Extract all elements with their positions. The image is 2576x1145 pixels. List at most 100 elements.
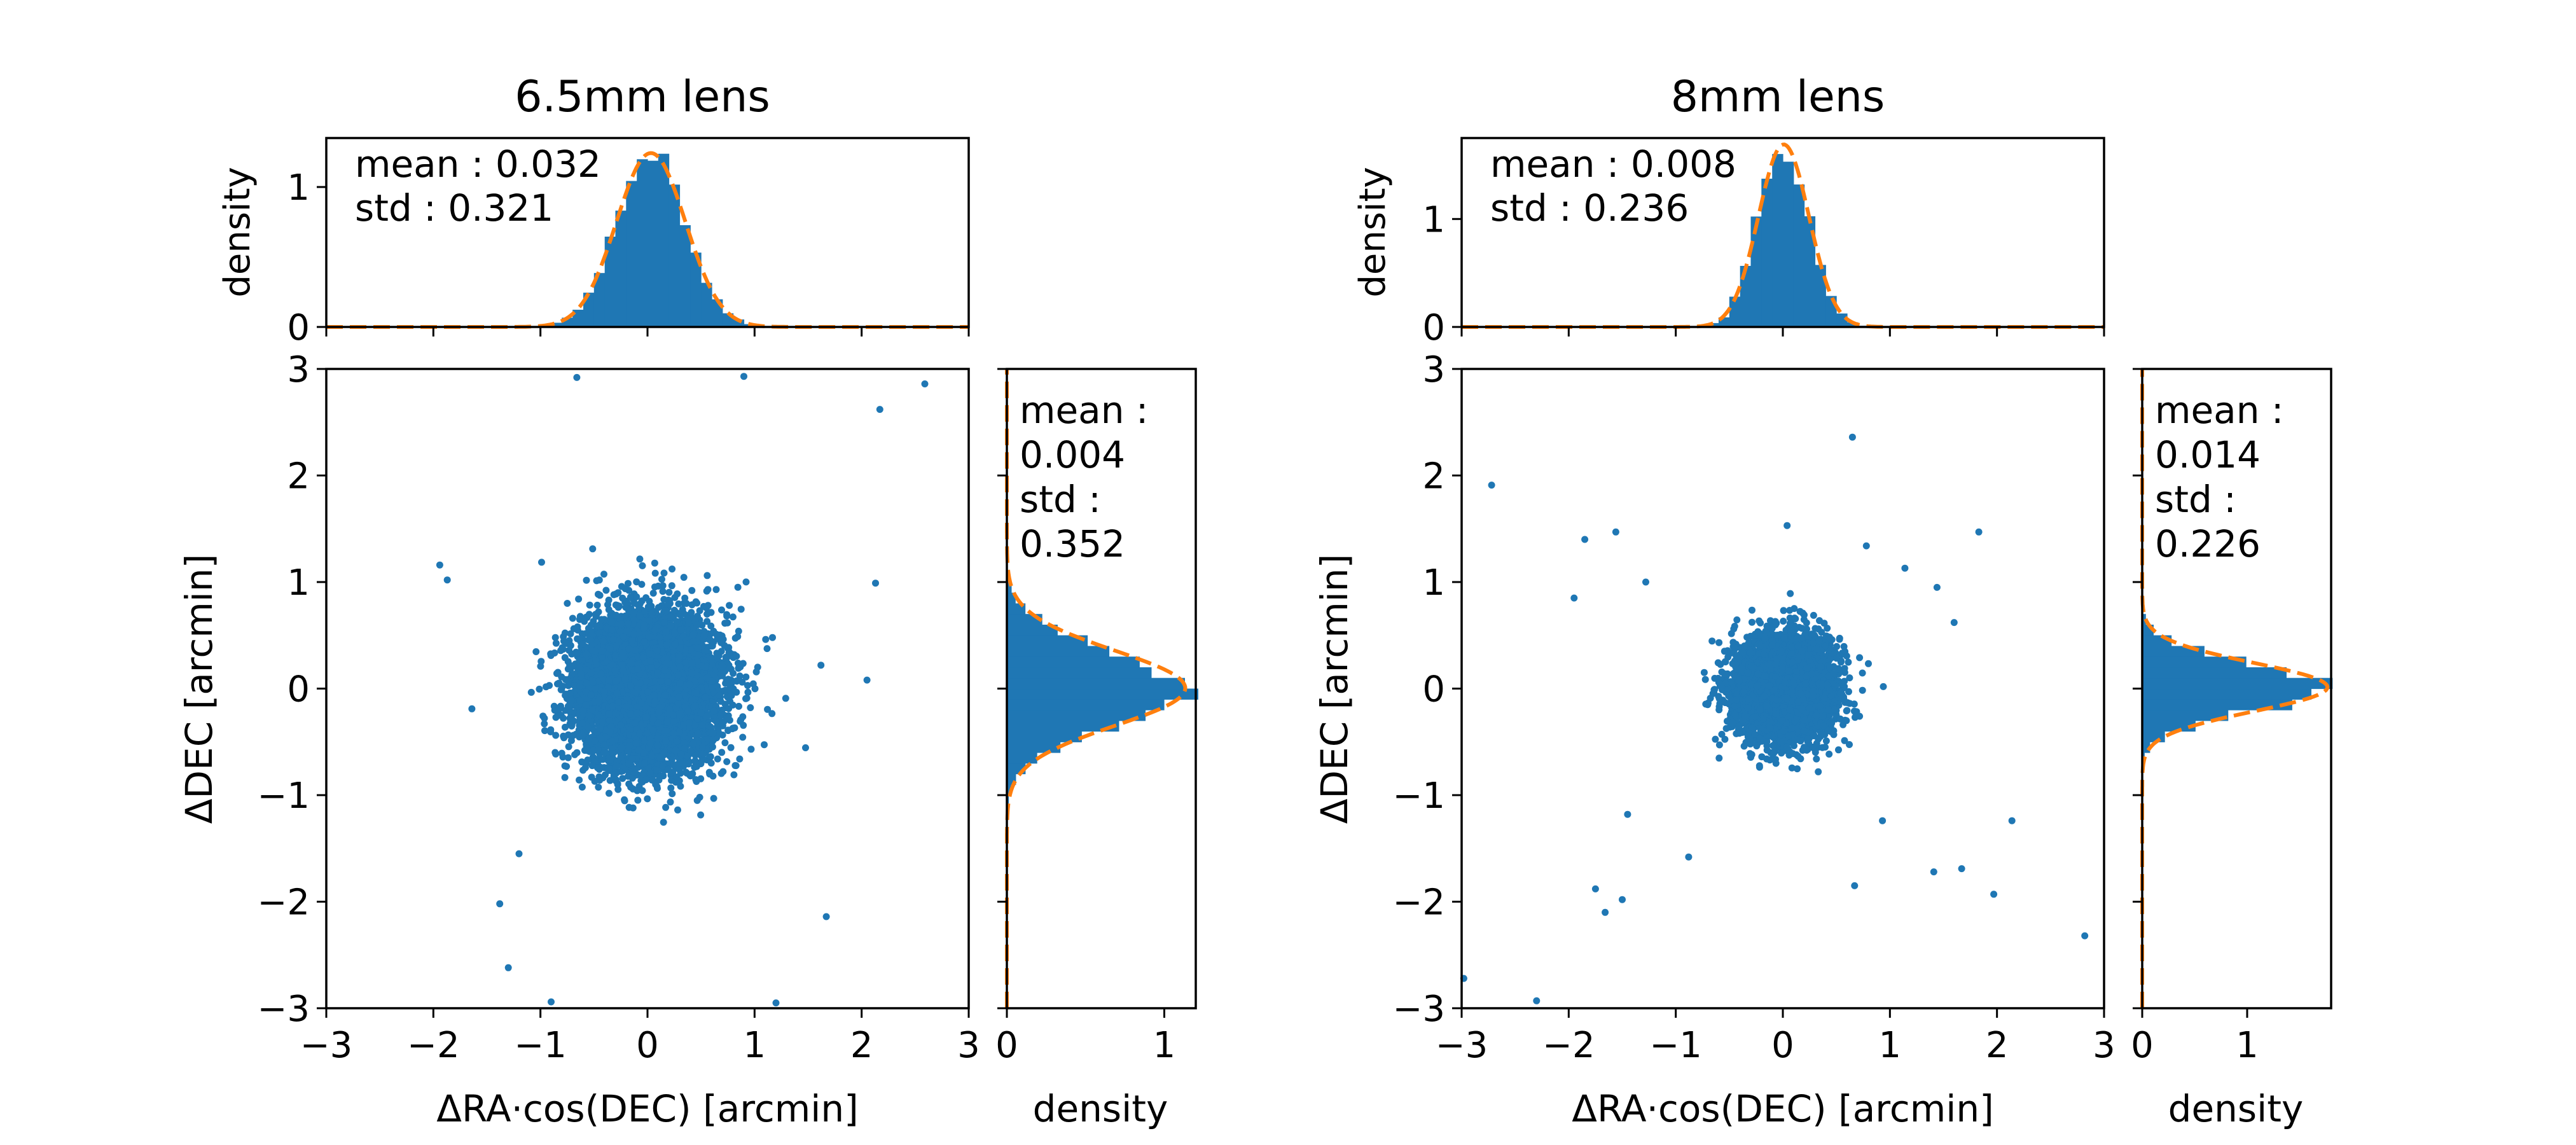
scatter-point	[651, 559, 658, 567]
hist-bar	[679, 225, 691, 327]
top-histogram-x-ticks	[325, 327, 970, 337]
scatter-point	[764, 705, 772, 713]
scatter-point	[703, 610, 711, 618]
scatter-point	[555, 705, 563, 713]
scatter-point	[595, 590, 602, 598]
scatter-point	[578, 783, 586, 791]
scatter-point	[552, 750, 560, 758]
scatter-point	[614, 786, 622, 793]
scatter-point	[619, 775, 627, 782]
scatter-point	[660, 819, 667, 826]
hist-bar	[551, 323, 562, 327]
scatter-points	[436, 373, 929, 1007]
scatter-point	[688, 586, 696, 594]
scatter-point	[737, 606, 745, 613]
hist-bar	[668, 184, 681, 327]
scatter-point	[605, 606, 613, 613]
scatter-point	[667, 798, 674, 806]
scatter-point	[552, 639, 560, 647]
scatter-point	[736, 755, 744, 763]
scatter-point	[613, 769, 620, 777]
scatter-point	[709, 737, 716, 745]
scatter-point	[564, 600, 571, 607]
scatter-point	[693, 599, 701, 607]
scatter-point	[747, 746, 755, 753]
scatter-point	[541, 727, 548, 735]
scatter-point	[606, 777, 614, 784]
scatter-point	[593, 601, 601, 609]
scatter-point	[719, 768, 727, 775]
y-tick-label: 0	[287, 307, 310, 349]
hist-bar	[583, 293, 595, 327]
scatter-point	[576, 776, 583, 784]
scatter-point	[723, 613, 731, 620]
scatter-point	[644, 795, 651, 803]
scatter-point	[751, 685, 759, 693]
scatter-point	[553, 670, 560, 677]
hist-bar	[658, 153, 670, 327]
scatter-point	[730, 771, 738, 779]
scatter-point	[727, 744, 735, 751]
scatter-point	[707, 760, 715, 767]
scatter-point	[697, 811, 705, 819]
scatter-point	[668, 566, 676, 572]
scatter-point	[675, 600, 682, 607]
scatter-point	[735, 627, 742, 635]
scatter-point	[560, 714, 567, 722]
scatter-point	[761, 741, 768, 749]
scatter-point	[639, 562, 646, 569]
scatter-point	[537, 662, 544, 670]
scatter-point	[707, 753, 714, 760]
scatter-point	[547, 726, 555, 733]
scatter-point	[668, 790, 676, 798]
scatter-point	[747, 704, 754, 711]
scatter-point	[680, 574, 688, 581]
scatter-point	[668, 582, 675, 590]
scatter-point	[565, 743, 572, 751]
hist-bar	[626, 181, 637, 327]
scatter-point	[721, 620, 729, 627]
scatter-point	[696, 607, 703, 614]
scatter-point	[581, 618, 588, 625]
hist-bar	[593, 273, 606, 327]
scatter-point	[538, 559, 545, 566]
scatter-point	[668, 777, 675, 784]
panel-6-5mm: 6.5mm lens 01 density mean : 0.032 std :…	[177, 72, 1198, 1130]
scatter-point	[726, 602, 733, 609]
scatter-point	[633, 578, 641, 586]
hist-bar	[615, 211, 627, 327]
hist-bar	[637, 159, 648, 328]
scatter-point	[667, 784, 675, 792]
scatter-point	[532, 648, 540, 655]
top-stats-mean: mean : 0.032	[355, 142, 601, 186]
scatter-point	[768, 710, 776, 718]
scatter-point	[606, 789, 613, 797]
hist-bar	[690, 253, 702, 327]
scatter-point	[636, 555, 644, 563]
scatter-point	[552, 732, 560, 739]
scatter-point	[558, 686, 565, 693]
scatter-point	[638, 581, 646, 588]
scatter-point	[723, 758, 731, 765]
scatter-point	[752, 668, 760, 676]
scatter-point	[583, 576, 590, 584]
scatter-point	[719, 720, 726, 728]
scatter-point	[555, 679, 563, 687]
hist-bar	[604, 237, 616, 327]
scatter-point	[703, 572, 711, 579]
hist-bar	[733, 319, 745, 327]
hist-bar	[647, 160, 659, 327]
scatter-point	[802, 744, 809, 751]
scatter-point	[634, 796, 642, 804]
scatter-point	[600, 571, 607, 578]
scatter-point	[625, 803, 633, 811]
scatter-point	[718, 749, 726, 756]
top-stats-std: std : 0.321	[355, 186, 553, 230]
panel-title: 6.5mm lens	[515, 72, 770, 122]
scatter-point	[593, 577, 600, 585]
scatter-point	[762, 635, 770, 643]
scatter-point	[735, 702, 742, 710]
scatter-point	[559, 646, 567, 653]
